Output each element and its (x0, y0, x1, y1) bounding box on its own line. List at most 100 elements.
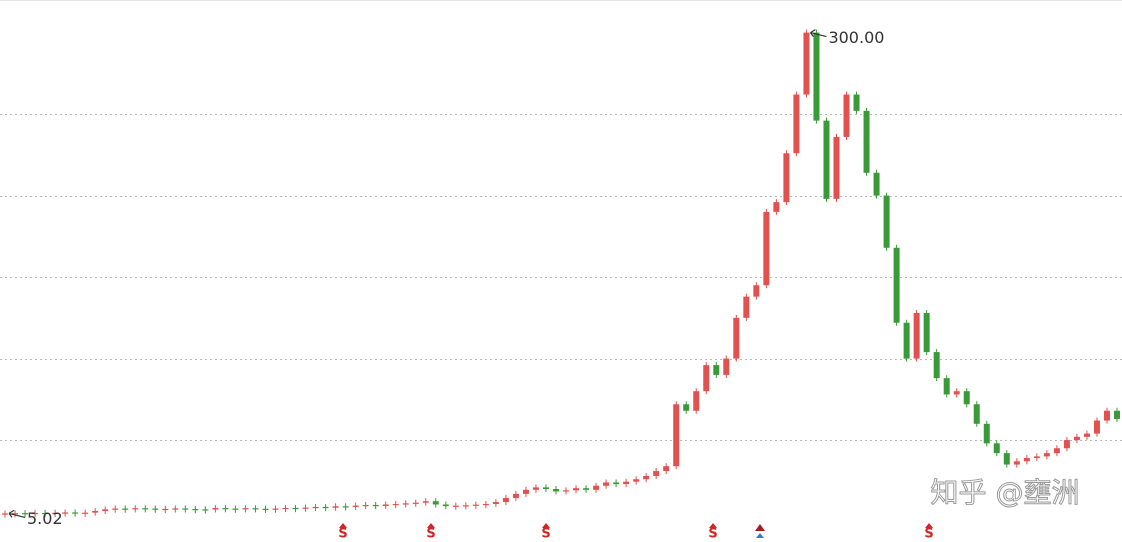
buy-icon (756, 533, 764, 538)
signal-label: S (708, 527, 717, 542)
candle-body (302, 507, 309, 509)
candle-body (903, 322, 910, 359)
candle-body (102, 509, 109, 512)
candle-body (643, 475, 650, 480)
candle-body (152, 508, 159, 510)
candle-body (963, 391, 970, 405)
candle-body (813, 32, 820, 121)
signal-label: S (338, 527, 347, 542)
candle-body (512, 493, 519, 498)
candle-body (412, 502, 419, 504)
candle-body (292, 507, 299, 510)
candle-body (472, 504, 479, 506)
candle-body (12, 513, 19, 515)
candle-body (282, 507, 289, 510)
candle-body (432, 501, 439, 505)
candle-body (653, 471, 660, 476)
candle-body (613, 482, 620, 485)
candle-body (843, 94, 850, 137)
signal-caret (709, 523, 717, 528)
candle-body (92, 511, 99, 513)
candle-body (1043, 453, 1050, 457)
candle-body (943, 378, 950, 395)
signal-markers: S S S S S (338, 523, 934, 542)
candle-body (142, 508, 149, 510)
candle-body (342, 506, 349, 508)
candle-body (182, 508, 189, 510)
candle-body (542, 487, 549, 489)
signal-caret (427, 523, 435, 528)
candle-body (332, 506, 339, 508)
candle-body (2, 513, 9, 515)
candle-body (583, 488, 590, 490)
candle-body (522, 489, 529, 494)
watermark: 知乎 @壅洲 (931, 476, 1080, 509)
candle-body (733, 317, 740, 359)
candle-body (823, 120, 830, 199)
candle-body (1093, 420, 1100, 434)
candle-body (22, 513, 29, 515)
candle-body (262, 508, 269, 510)
annotation-label: 300.00 (828, 28, 884, 47)
candle-body (442, 504, 449, 507)
candle-body (192, 509, 199, 511)
candle-body (723, 358, 730, 375)
candle-body (372, 504, 379, 507)
candle-body (693, 391, 700, 411)
candle-body (162, 508, 169, 511)
candle-body (272, 508, 279, 510)
candle-body (252, 508, 259, 510)
candle-body (1023, 458, 1030, 462)
candle-body (1113, 410, 1120, 419)
candle-body (933, 352, 940, 379)
candle-body (673, 404, 680, 467)
candle-body (52, 512, 59, 514)
candle-body (1063, 440, 1070, 449)
candle-body (973, 404, 980, 424)
candle-body (573, 488, 580, 491)
candle-body (853, 94, 860, 111)
candle-body (753, 285, 760, 297)
candle-body (212, 508, 219, 510)
candle-body (362, 504, 369, 507)
candle-body (803, 32, 810, 95)
candle-body (482, 503, 489, 506)
candle-body (1013, 461, 1020, 465)
candle-body (1003, 453, 1010, 465)
candle-body (683, 404, 690, 411)
candle-body (172, 508, 179, 510)
candle-body (623, 481, 630, 485)
candle-body (492, 502, 499, 504)
candle-body (883, 195, 890, 248)
candle-body (352, 505, 359, 507)
signal-caret (542, 523, 550, 528)
candle-body (1103, 410, 1110, 421)
candle-body (1033, 456, 1040, 459)
signal-caret (339, 523, 347, 528)
candle-body (773, 202, 780, 212)
candle-body (913, 312, 920, 359)
candle-body (743, 296, 750, 318)
signal-label: S (541, 527, 550, 542)
candle-body (793, 94, 800, 154)
signal-label: S (426, 527, 435, 542)
grid (0, 114, 1122, 441)
candle-body (72, 512, 79, 514)
candle-body (422, 501, 429, 503)
candle-body (563, 490, 570, 492)
candle-body (392, 503, 399, 506)
candle-body (783, 153, 790, 203)
candle-body (633, 479, 640, 482)
signal-caret (925, 523, 933, 528)
candle-body (222, 508, 229, 510)
candle-body (593, 485, 600, 490)
candle-body (532, 487, 539, 490)
candle-body (452, 505, 459, 507)
candle-body (663, 466, 670, 472)
candle-body (122, 508, 129, 510)
candle-body (873, 172, 880, 196)
candle-body (1083, 433, 1090, 437)
buy-icon (755, 524, 765, 531)
candle-body (382, 504, 389, 506)
